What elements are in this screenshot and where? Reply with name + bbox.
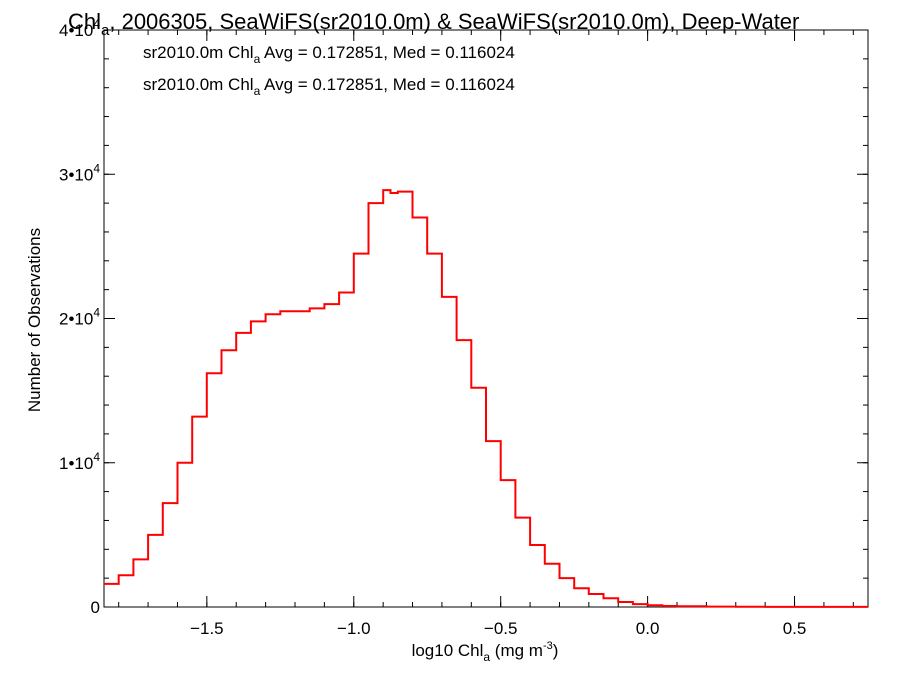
x-axis-label-rest: (mg m xyxy=(490,641,543,660)
x-tick-label: −0.5 xyxy=(484,619,518,638)
x-axis-label-prefix: log10 Chl xyxy=(412,641,484,660)
y-axis-label: Number of Observations xyxy=(25,228,44,412)
axes: −1.5 −1.0 −0.5 0.0 0.5 0 1•104 2•104 3•104 4•104 xyxy=(59,17,869,638)
annotation-1-pre: sr2010.0m Chl xyxy=(143,43,254,62)
plot-area xyxy=(104,189,868,608)
histogram-series-1 xyxy=(104,189,868,608)
annotation-2-sub: a xyxy=(254,84,261,98)
y-tick-label: 3•104 xyxy=(59,161,100,184)
annotation-1-sub: a xyxy=(254,52,261,66)
x-tick-label: 0.0 xyxy=(636,619,660,638)
annotation-line-2: sr2010.0m Chla Avg = 0.172851, Med = 0.1… xyxy=(143,75,515,98)
x-axis-label-sup: -3 xyxy=(543,640,553,652)
chart-title-prefix: Chl xyxy=(68,9,101,34)
annotation-2-pre: sr2010.0m Chl xyxy=(143,75,254,94)
annotation-2-post: Avg = 0.172851, Med = 0.116024 xyxy=(260,75,515,94)
y-tick-label: 4•104 xyxy=(59,17,100,40)
x-tick-label: −1.5 xyxy=(190,619,224,638)
y-tick-label: 1•104 xyxy=(59,450,100,473)
x-tick-label: 0.5 xyxy=(783,619,807,638)
x-axis-label-end: ) xyxy=(553,641,559,660)
x-tick-label: −1.0 xyxy=(337,619,371,638)
annotation-line-1: sr2010.0m Chla Avg = 0.172851, Med = 0.1… xyxy=(143,43,515,66)
y-tick-label: 2•104 xyxy=(59,306,100,329)
y-tick-label: 0 xyxy=(91,598,100,617)
x-axis-label-sub: a xyxy=(483,650,490,664)
annotation-1-post: Avg = 0.172851, Med = 0.116024 xyxy=(260,43,515,62)
plot-frame xyxy=(103,29,869,608)
x-axis-label: log10 Chla (mg m-3) xyxy=(412,640,559,664)
